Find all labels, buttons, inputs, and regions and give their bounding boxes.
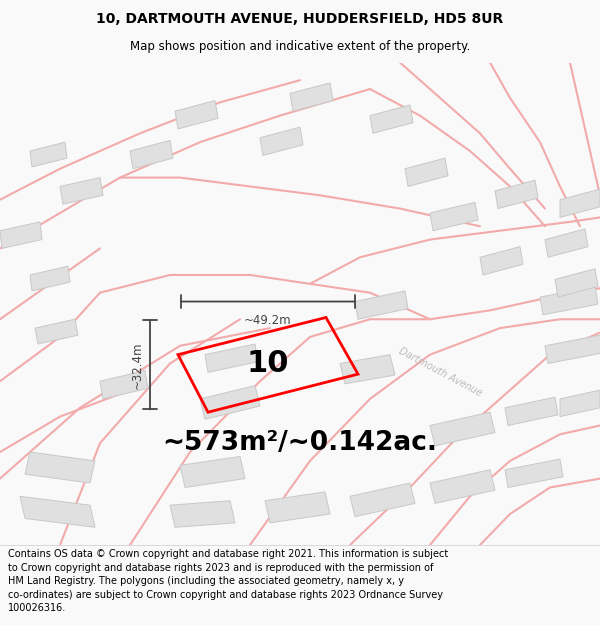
Polygon shape: [130, 141, 173, 169]
Polygon shape: [545, 335, 600, 364]
Text: 10, DARTMOUTH AVENUE, HUDDERSFIELD, HD5 8UR: 10, DARTMOUTH AVENUE, HUDDERSFIELD, HD5 …: [97, 12, 503, 26]
Polygon shape: [505, 397, 558, 426]
Polygon shape: [560, 390, 600, 417]
Polygon shape: [30, 142, 67, 167]
Polygon shape: [0, 222, 42, 248]
Polygon shape: [505, 459, 563, 488]
Text: Contains OS data © Crown copyright and database right 2021. This information is : Contains OS data © Crown copyright and d…: [8, 549, 448, 613]
Polygon shape: [370, 105, 413, 133]
Polygon shape: [205, 344, 258, 372]
Polygon shape: [100, 371, 148, 399]
Polygon shape: [20, 496, 95, 528]
Polygon shape: [545, 229, 588, 258]
Polygon shape: [290, 83, 333, 111]
Polygon shape: [170, 501, 235, 528]
Polygon shape: [555, 269, 598, 297]
Text: 10: 10: [247, 349, 289, 378]
Polygon shape: [180, 456, 245, 488]
Polygon shape: [430, 412, 495, 446]
Polygon shape: [480, 247, 523, 275]
Polygon shape: [405, 158, 448, 186]
Polygon shape: [350, 483, 415, 517]
Polygon shape: [495, 180, 538, 209]
Polygon shape: [200, 386, 260, 419]
Text: Dartmouth Avenue: Dartmouth Avenue: [397, 346, 483, 399]
Text: ~49.2m: ~49.2m: [244, 314, 292, 327]
Polygon shape: [25, 452, 95, 483]
Text: ~573m²/~0.142ac.: ~573m²/~0.142ac.: [163, 430, 437, 456]
Polygon shape: [30, 266, 70, 291]
Polygon shape: [430, 202, 478, 231]
Polygon shape: [560, 189, 600, 218]
Polygon shape: [260, 127, 303, 156]
Text: ~32.4m: ~32.4m: [131, 341, 144, 389]
Polygon shape: [355, 291, 408, 319]
Polygon shape: [60, 177, 103, 204]
Polygon shape: [35, 319, 78, 344]
Polygon shape: [265, 492, 330, 523]
Polygon shape: [340, 354, 395, 384]
Polygon shape: [175, 101, 218, 129]
Polygon shape: [540, 286, 598, 315]
Polygon shape: [430, 470, 495, 503]
Text: Map shows position and indicative extent of the property.: Map shows position and indicative extent…: [130, 41, 470, 53]
